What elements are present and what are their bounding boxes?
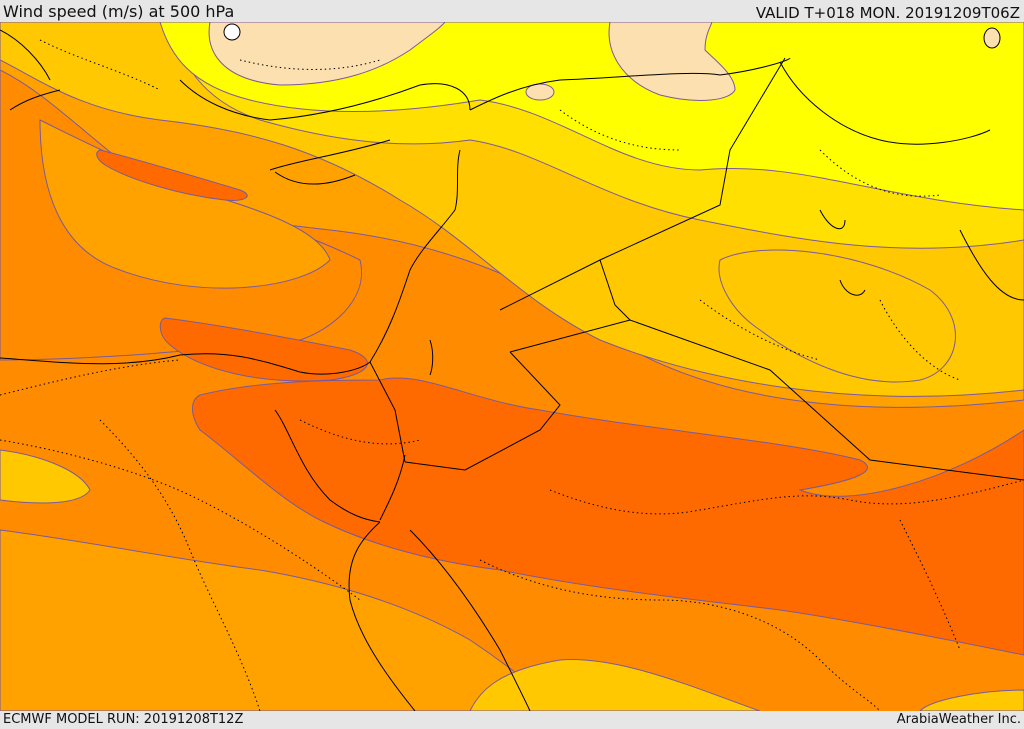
chart-title: Wind speed (m/s) at 500 hPa xyxy=(3,2,235,21)
header-bar: Wind speed (m/s) at 500 hPa VALID T+018 … xyxy=(0,0,1024,22)
band-amber-east xyxy=(718,249,956,383)
band-deep-orange-nw xyxy=(159,317,368,382)
band-pale-east xyxy=(608,22,736,101)
band-amber-south xyxy=(469,659,761,711)
band-deep-orange-streak xyxy=(96,149,248,201)
band-pale-north xyxy=(208,22,446,86)
band-deep-orange-jet xyxy=(192,377,1024,656)
coastlines xyxy=(0,23,1024,711)
band-yellow xyxy=(159,22,1024,211)
model-run-label: ECMWF MODEL RUN: 20191208T12Z xyxy=(3,712,244,727)
credit-label: ArabiaWeather Inc. xyxy=(896,712,1021,727)
band-amber-southwest xyxy=(0,449,91,504)
wind-speed-map xyxy=(0,22,1024,711)
borders xyxy=(369,57,1024,481)
internal-borders xyxy=(0,39,1024,711)
footer-bar: ECMWF MODEL RUN: 20191208T12Z ArabiaWeat… xyxy=(0,711,1024,729)
band-pale-small xyxy=(525,83,555,101)
valid-time-label: VALID T+018 MON. 20191209T06Z xyxy=(755,4,1020,22)
